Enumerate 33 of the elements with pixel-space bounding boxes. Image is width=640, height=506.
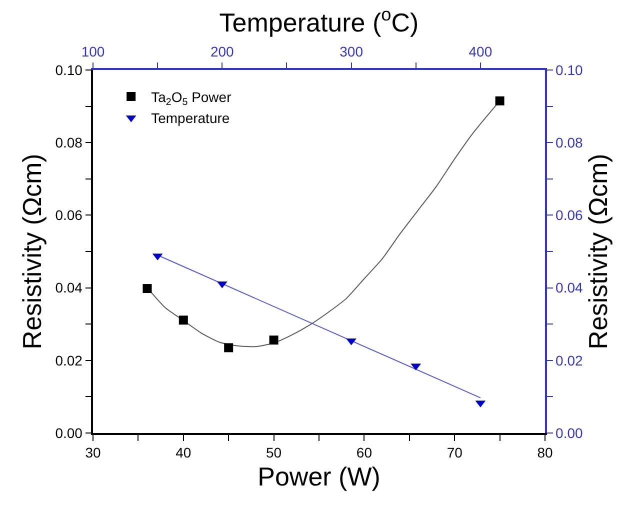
y2-tick-label: 0.04 bbox=[556, 280, 584, 296]
y-tick-label: 0.08 bbox=[55, 134, 83, 150]
y2-tick-label: 0.00 bbox=[556, 424, 584, 441]
point bbox=[142, 284, 152, 294]
point bbox=[495, 96, 504, 106]
y2-tick-label: 0.02 bbox=[556, 352, 584, 368]
point bbox=[178, 316, 188, 325]
legend-label: Ta$_{2}$O$_{5}$ Power bbox=[151, 88, 232, 108]
x2-tick-label: 300 bbox=[340, 44, 364, 60]
x2-axis-title: Temperature ($^{o}$C) bbox=[219, 4, 419, 38]
x-axis-title: Power (W) bbox=[258, 462, 380, 492]
y2-tick-label: 0.08 bbox=[556, 134, 584, 150]
x-tick-label: 60 bbox=[356, 444, 372, 461]
y2-tick-label: 0.10 bbox=[556, 62, 584, 78]
point bbox=[224, 343, 234, 352]
point bbox=[269, 336, 278, 345]
x-tick-label: 30 bbox=[85, 444, 101, 461]
y-tick-label: 0.04 bbox=[55, 280, 83, 296]
x2-tick-label: 100 bbox=[81, 44, 105, 60]
y-tick-label: 0.06 bbox=[55, 207, 83, 224]
x-tick-label: 50 bbox=[266, 444, 282, 461]
y2-axis-title: Resistivity (Ωcm) bbox=[583, 154, 614, 350]
y-axis-title: Resistivity (Ωcm) bbox=[17, 154, 48, 350]
x-tick-label: 40 bbox=[176, 444, 192, 461]
x-tick-label: 80 bbox=[537, 444, 553, 461]
x2-tick-label: 200 bbox=[210, 44, 234, 60]
y-tick-label: 0.10 bbox=[55, 62, 83, 78]
x2-tick-label: 400 bbox=[468, 44, 492, 60]
legend-label: Temperature bbox=[151, 110, 230, 126]
y-tick-label: 0.00 bbox=[55, 424, 83, 441]
y-tick-label: 0.02 bbox=[55, 352, 83, 368]
y2-tick-label: 0.06 bbox=[556, 207, 584, 224]
x-tick-label: 70 bbox=[446, 444, 463, 461]
